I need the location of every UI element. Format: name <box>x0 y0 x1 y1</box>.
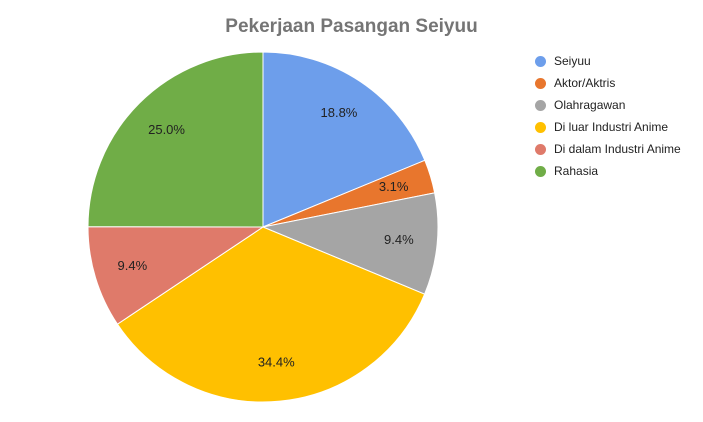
chart-title: Pekerjaan Pasangan Seiyuu <box>225 16 478 37</box>
slice-value-label-1: 3.1% <box>379 179 409 194</box>
pie-slice-0 <box>262 51 426 228</box>
slice-value-label-5: 25.0% <box>148 122 185 137</box>
legend-label: Rahasia <box>554 164 599 178</box>
pie-slice-4 <box>87 226 265 325</box>
slice-value-label-0: 18.8% <box>321 105 358 120</box>
legend-swatch <box>535 99 546 111</box>
legend-label: Di luar Industri Anime <box>554 120 669 134</box>
legend-item-5: Rahasia <box>535 160 681 182</box>
slice-value-label-3: 34.4% <box>258 354 295 369</box>
pie-slice-2 <box>261 192 439 295</box>
pie-slice-3 <box>116 226 426 403</box>
legend-swatch <box>535 165 546 177</box>
legend-swatch <box>535 77 546 89</box>
legend-swatch <box>535 143 546 155</box>
legend: Seiyuu Aktor/Aktris Olahragawan Di luar Ind… <box>535 50 681 182</box>
legend-item-0: Seiyuu <box>535 50 681 72</box>
pie-slice-5 <box>87 51 264 228</box>
legend-item-4: Di dalam Industri Anime <box>535 138 681 160</box>
legend-label: Seiyuu <box>554 54 591 68</box>
legend-item-1: Aktor/Aktris <box>535 72 681 94</box>
legend-label: Aktor/Aktris <box>554 76 616 90</box>
slice-value-label-2: 9.4% <box>384 232 414 247</box>
legend-item-3: Di luar Industri Anime <box>535 116 681 138</box>
legend-swatch <box>535 121 546 133</box>
legend-item-2: Olahragawan <box>535 94 681 116</box>
slice-value-label-4: 9.4% <box>118 258 148 273</box>
legend-label: Olahragawan <box>554 98 626 112</box>
legend-swatch <box>535 55 546 67</box>
legend-label: Di dalam Industri Anime <box>554 142 681 156</box>
